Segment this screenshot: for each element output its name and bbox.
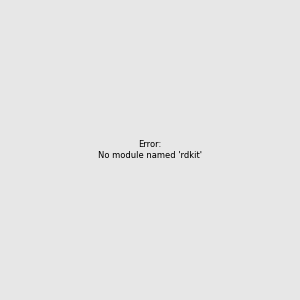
Text: Error:
No module named 'rdkit': Error: No module named 'rdkit' bbox=[98, 140, 202, 160]
